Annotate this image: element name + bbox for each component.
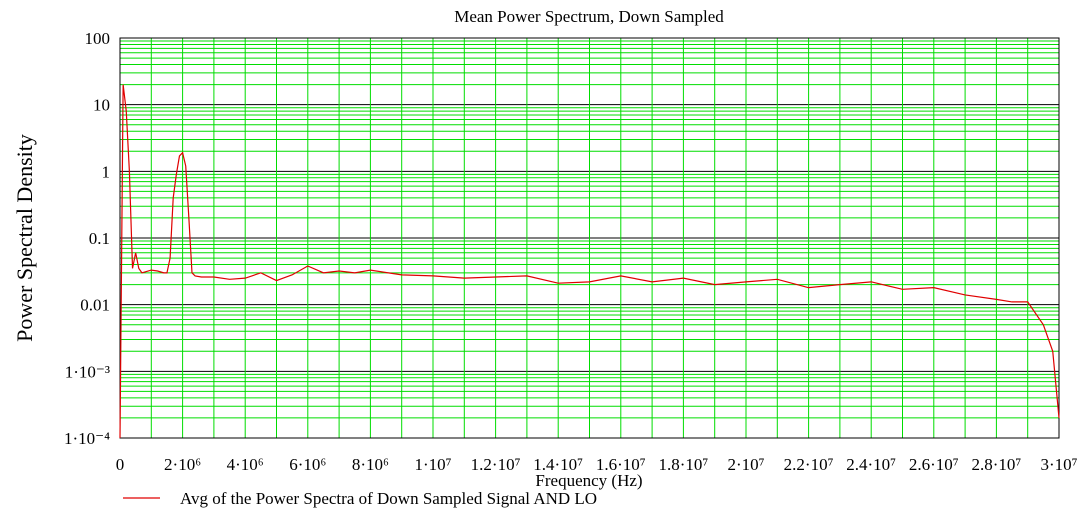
x-tick-label: 2·10⁷ <box>727 455 764 474</box>
y-tick-label: 0.01 <box>80 296 110 315</box>
y-tick-label: 1·10⁻³ <box>65 362 110 381</box>
x-tick-label: 2.6·10⁷ <box>909 455 959 474</box>
y-tick-label: 10 <box>93 96 110 115</box>
legend-label: Avg of the Power Spectra of Down Sampled… <box>180 489 597 508</box>
x-tick-label: 1.4·10⁷ <box>533 455 583 474</box>
x-tick-label: 1·10⁷ <box>414 455 451 474</box>
x-tick-label: 1.2·10⁷ <box>471 455 521 474</box>
x-tick-label: 8·10⁶ <box>352 455 389 474</box>
x-axis-label: Frequency (Hz) <box>535 471 642 490</box>
y-axis-label: Power Spectral Density <box>12 134 37 342</box>
x-tick-label: 1.8·10⁷ <box>658 455 708 474</box>
x-tick-label: 2.4·10⁷ <box>846 455 896 474</box>
y-tick-label: 0.1 <box>89 229 110 248</box>
x-tick-label: 1.6·10⁷ <box>596 455 646 474</box>
y-tick-label: 100 <box>85 29 111 48</box>
x-tick-label: 2.8·10⁷ <box>971 455 1021 474</box>
chart-title: Mean Power Spectrum, Down Sampled <box>454 7 724 26</box>
y-tick-label: 1·10⁻⁴ <box>64 429 110 448</box>
x-tick-label: 0 <box>116 455 125 474</box>
x-tick-label: 3·10⁷ <box>1040 455 1077 474</box>
plot-frame <box>119 37 1060 439</box>
x-tick-label: 4·10⁶ <box>227 455 264 474</box>
x-tick-label: 2·10⁶ <box>164 455 201 474</box>
x-tick-label: 6·10⁶ <box>289 455 326 474</box>
y-tick-label: 1 <box>102 162 111 181</box>
data-line <box>119 84 1060 439</box>
x-tick-label: 2.2·10⁷ <box>784 455 834 474</box>
